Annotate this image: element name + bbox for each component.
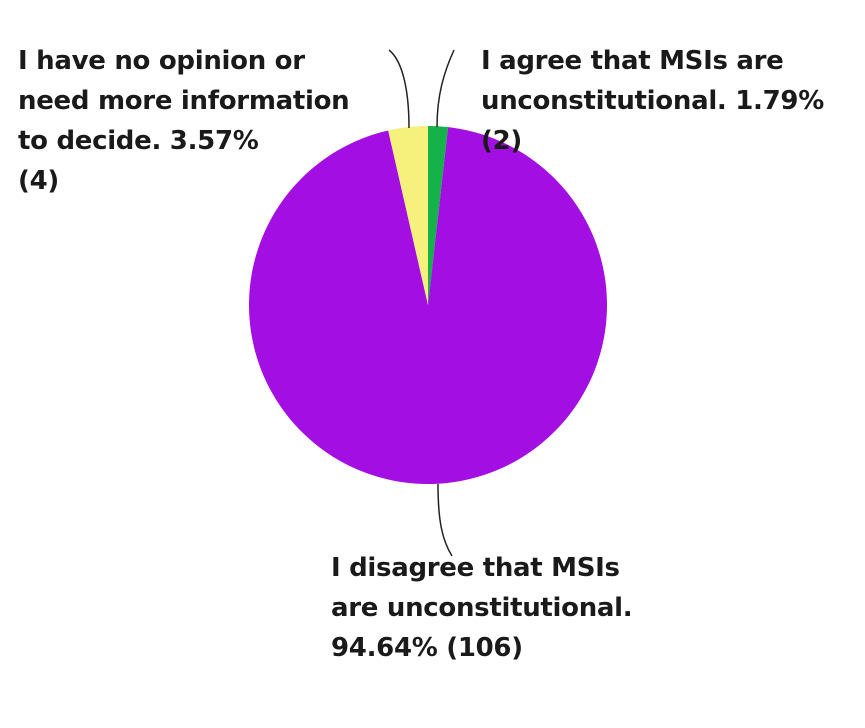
label-agree-line-1: I agree that MSIs are — [481, 46, 784, 76]
slice-label-agree: I agree that MSIs are unconstitutional. … — [481, 41, 824, 161]
label-agree-line-3: (2) — [481, 126, 522, 156]
label-agree-line-2: unconstitutional. 1.79% — [481, 86, 824, 116]
label-no-opinion-line-3: to decide. 3.57% — [18, 126, 259, 156]
leader-line-agree — [436, 49, 455, 128]
label-no-opinion-line-1: I have no opinion or — [18, 46, 305, 76]
pie-slices — [249, 126, 607, 484]
slice-label-no-opinion: I have no opinion or need more informati… — [18, 41, 350, 201]
pie-slice-no-opinion — [388, 126, 428, 305]
label-disagree-line-2: are unconstitutional. — [331, 593, 633, 623]
label-no-opinion-line-2: need more information — [18, 86, 350, 116]
label-no-opinion-line-4: (4) — [18, 166, 59, 196]
leader-line-disagree — [437, 483, 453, 557]
leader-lines — [388, 49, 455, 557]
pie-slice-disagree — [249, 127, 607, 484]
leader-line-no-opinion — [388, 49, 410, 129]
slice-label-disagree: I disagree that MSIs are unconstitutiona… — [331, 548, 633, 668]
pie-slice-agree — [428, 126, 449, 305]
label-disagree-line-3: 94.64% (106) — [331, 633, 523, 663]
label-disagree-line-1: I disagree that MSIs — [331, 553, 620, 583]
